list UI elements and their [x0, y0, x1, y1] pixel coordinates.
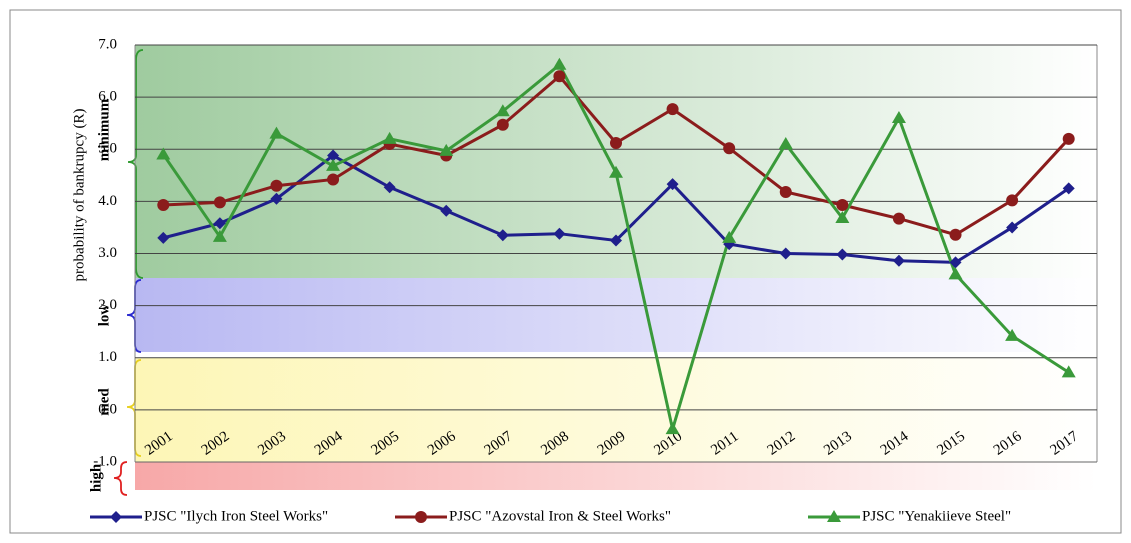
marker	[1061, 365, 1076, 378]
legend-label: PJSC "Yenakiieve Steel"	[862, 508, 1011, 524]
marker	[827, 510, 841, 522]
legend-label: PJSC "Azovstal Iron & Steel Works"	[449, 508, 671, 524]
y-tick-label: 2.0	[98, 297, 117, 313]
marker	[439, 143, 454, 156]
marker	[212, 229, 227, 242]
y-tick-label: 5.0	[98, 141, 117, 157]
marker	[835, 211, 850, 224]
marker	[778, 137, 793, 150]
zone-band	[135, 462, 1097, 490]
marker	[415, 511, 427, 523]
marker	[1005, 328, 1020, 341]
marker	[948, 267, 963, 280]
marker	[110, 511, 122, 523]
marker	[382, 131, 397, 144]
marker	[666, 178, 679, 191]
y-tick-label: 1.0	[98, 349, 117, 365]
marker	[722, 230, 737, 243]
marker	[892, 212, 905, 225]
marker	[892, 254, 905, 267]
marker	[157, 231, 170, 244]
marker	[495, 104, 510, 117]
marker	[383, 181, 396, 194]
zone-label: high	[88, 463, 104, 492]
marker	[157, 199, 170, 212]
marker	[496, 118, 509, 131]
marker	[1006, 221, 1019, 234]
marker	[949, 228, 962, 241]
frame	[9, 9, 1122, 534]
marker	[949, 256, 962, 269]
marker	[327, 149, 340, 162]
marker	[836, 199, 849, 212]
marker	[440, 204, 453, 217]
marker	[156, 147, 171, 160]
y-tick-label: 0.0	[98, 401, 117, 417]
legend-label: PJSC "Ilych Iron Steel Works"	[144, 508, 328, 524]
y-tick-label: 7.0	[98, 36, 117, 52]
y-tick-label: 6.0	[98, 89, 117, 105]
marker	[327, 173, 340, 186]
marker	[1062, 182, 1075, 195]
marker	[665, 422, 680, 435]
marker	[891, 110, 906, 123]
y-tick-label: 4.0	[98, 193, 117, 209]
marker	[553, 70, 566, 83]
zone-brace	[127, 49, 144, 279]
marker	[213, 217, 226, 230]
marker	[1062, 132, 1075, 145]
zone-label: med	[96, 388, 112, 416]
marker	[553, 227, 566, 240]
zone-label: low	[96, 304, 112, 327]
marker	[779, 247, 792, 260]
zone-brace	[113, 461, 128, 496]
marker	[270, 179, 283, 192]
marker	[270, 192, 283, 205]
marker	[666, 103, 679, 116]
marker	[836, 248, 849, 261]
marker	[723, 142, 736, 155]
zone-label: minimum	[96, 98, 112, 161]
marker	[552, 57, 567, 70]
marker	[496, 229, 509, 242]
marker	[269, 126, 284, 139]
marker	[610, 136, 622, 149]
y-axis-title: probability of bankrupcy (R)	[71, 109, 87, 282]
marker	[213, 196, 226, 209]
zone-band	[135, 278, 1097, 352]
marker	[1006, 194, 1019, 207]
marker	[326, 158, 341, 171]
marker	[609, 165, 623, 178]
y-tick-label: 3.0	[98, 245, 117, 261]
marker	[779, 185, 792, 198]
y-tick-label: -1.0	[93, 453, 117, 469]
marker	[610, 234, 622, 247]
